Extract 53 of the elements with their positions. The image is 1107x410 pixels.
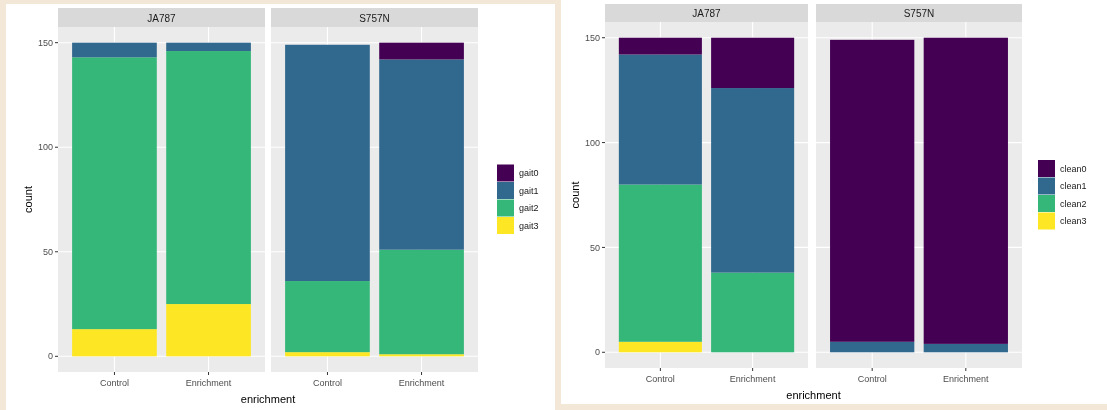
x-tick-label: Enrichment <box>943 374 990 384</box>
y-tick-label: 0 <box>594 347 600 358</box>
bar <box>166 304 251 357</box>
legend-label: gait0 <box>519 168 539 179</box>
bar <box>72 42 157 58</box>
bar <box>618 37 702 55</box>
x-tick-label: Control <box>312 378 342 388</box>
bar <box>711 88 795 273</box>
bar <box>830 341 915 353</box>
bar <box>618 184 702 342</box>
bar <box>711 272 795 353</box>
y-tick-label: 50 <box>589 242 600 253</box>
x-axis-title: enrichment <box>240 393 296 405</box>
bar <box>379 354 464 357</box>
bar <box>72 329 157 357</box>
bar <box>379 249 464 355</box>
bar <box>711 37 795 89</box>
legend-label: clean0 <box>1060 163 1087 174</box>
y-tick-label: 50 <box>42 246 53 257</box>
bar <box>285 352 370 357</box>
x-tick-label: Control <box>857 374 887 384</box>
y-tick-label: 0 <box>47 351 53 362</box>
x-axis-title: enrichment <box>786 389 841 401</box>
y-axis-title: count <box>569 181 581 209</box>
bar <box>618 341 702 353</box>
legend-label: gait1 <box>519 185 539 196</box>
legend-label: gait2 <box>519 203 539 214</box>
bar <box>166 42 251 52</box>
legend-label: clean3 <box>1060 216 1087 227</box>
y-tick-label: 100 <box>584 137 600 148</box>
chart-title: S757N <box>359 12 390 24</box>
y-tick-label: 150 <box>37 37 53 48</box>
legend-label: gait3 <box>519 220 539 231</box>
bar <box>379 42 464 60</box>
y-tick-label: 150 <box>584 32 600 43</box>
bar <box>285 44 370 282</box>
bar <box>166 51 251 305</box>
x-tick-label: Control <box>99 378 129 388</box>
y-axis-title: count <box>22 186 34 213</box>
chart-title: JA787 <box>692 8 722 19</box>
y-tick-label: 100 <box>37 142 53 153</box>
chart-title: S757N <box>903 8 935 19</box>
bar <box>618 54 702 185</box>
bar <box>285 281 370 353</box>
legend-label: clean2 <box>1060 198 1087 209</box>
x-tick-label: Enrichment <box>398 378 445 388</box>
legend-label: clean1 <box>1060 181 1087 192</box>
bar <box>923 343 1008 353</box>
x-tick-label: Control <box>645 374 675 384</box>
bar <box>379 59 464 250</box>
chart-title: JA787 <box>147 12 177 24</box>
x-tick-label: Enrichment <box>185 378 232 388</box>
x-tick-label: Enrichment <box>729 374 776 384</box>
